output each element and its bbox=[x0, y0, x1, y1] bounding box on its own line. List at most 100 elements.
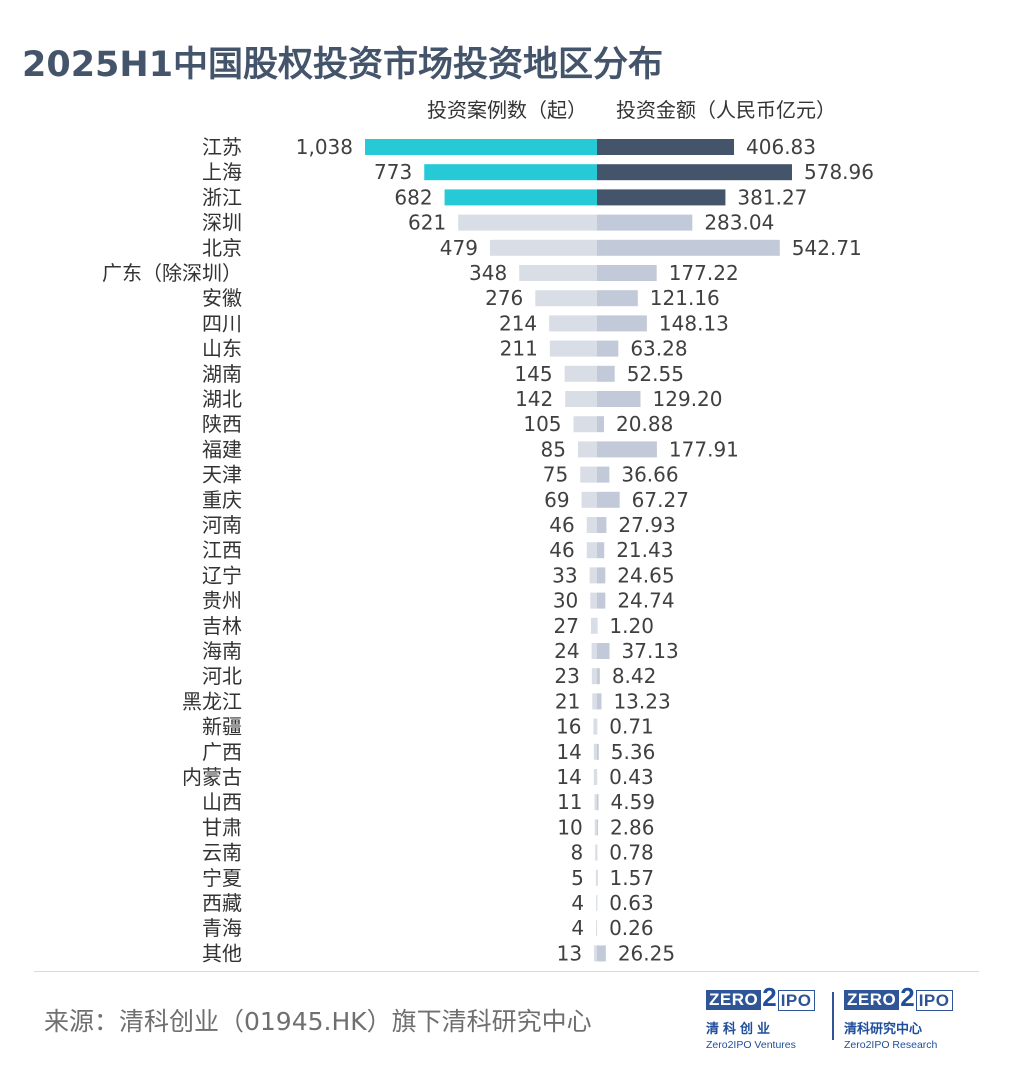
data-label-amount: 21.43 bbox=[616, 538, 673, 562]
data-label-amount: 0.63 bbox=[609, 891, 654, 915]
bar-amount bbox=[597, 567, 606, 584]
data-label-amount: 13.23 bbox=[613, 689, 670, 713]
bar-cases bbox=[580, 466, 597, 483]
category-label: 陕西 bbox=[202, 412, 242, 436]
category-label: 西藏 bbox=[202, 891, 242, 915]
data-label-amount: 36.66 bbox=[621, 463, 678, 487]
data-label-cases: 24 bbox=[554, 639, 579, 663]
bar-cases bbox=[458, 214, 597, 231]
bar-amount bbox=[597, 416, 605, 433]
data-label-amount: 542.71 bbox=[792, 236, 862, 260]
category-label: 上海 bbox=[202, 160, 242, 184]
bar-amount bbox=[597, 214, 693, 231]
category-label: 湖北 bbox=[202, 387, 242, 411]
series-header-cases: 投资案例数（起） bbox=[427, 98, 587, 122]
logo-english-name: Zero2IPO Ventures bbox=[706, 1039, 796, 1051]
data-label-amount: 0.26 bbox=[609, 916, 654, 940]
category-label: 四川 bbox=[202, 311, 242, 335]
bar-amount bbox=[597, 365, 615, 382]
category-label: 江苏 bbox=[202, 135, 242, 159]
data-label-amount: 1.57 bbox=[610, 866, 655, 890]
data-label-amount: 24.65 bbox=[617, 563, 674, 587]
bar-amount bbox=[597, 139, 735, 155]
bar-amount bbox=[597, 491, 620, 508]
data-label-cases: 276 bbox=[485, 286, 523, 310]
bar-cases bbox=[593, 718, 597, 735]
data-label-cases: 214 bbox=[499, 311, 537, 335]
bar-amount bbox=[597, 819, 598, 836]
bar-cases bbox=[519, 265, 597, 281]
data-label-cases: 479 bbox=[440, 236, 478, 260]
data-label-cases: 75 bbox=[543, 463, 568, 487]
bar-cases bbox=[564, 365, 597, 382]
bar-cases bbox=[586, 517, 597, 533]
bar-cases bbox=[590, 617, 597, 634]
bar-amount bbox=[597, 315, 647, 332]
bar-amount bbox=[597, 265, 657, 281]
bar-amount bbox=[597, 391, 641, 407]
bar-amount bbox=[597, 517, 607, 533]
category-label: 福建 bbox=[202, 437, 242, 461]
data-label-cases: 142 bbox=[515, 387, 553, 411]
data-label-amount: 148.13 bbox=[659, 311, 729, 335]
chart-title: 2025H1中国股权投资市场投资地区分布 bbox=[22, 45, 664, 85]
logo-two-mark: 2 bbox=[762, 982, 777, 1012]
bar-cases bbox=[586, 542, 597, 559]
logo-ipo-text: IPO bbox=[915, 989, 953, 1011]
zero2ipo-ventures-logo: ZERO 2 IPO 清科创业 Zero2IPO Ventures bbox=[706, 982, 826, 1051]
data-label-cases: 621 bbox=[408, 211, 446, 235]
data-label-cases: 85 bbox=[541, 437, 566, 461]
data-label-amount: 27.93 bbox=[618, 513, 675, 537]
data-label-amount: 578.96 bbox=[804, 160, 874, 184]
data-label-amount: 37.13 bbox=[622, 639, 679, 663]
data-label-cases: 11 bbox=[557, 790, 582, 814]
data-label-amount: 0.43 bbox=[609, 765, 654, 789]
category-label: 山东 bbox=[202, 337, 242, 361]
data-label-cases: 1,038 bbox=[296, 135, 353, 159]
data-label-cases: 23 bbox=[554, 664, 579, 688]
data-label-cases: 33 bbox=[552, 563, 577, 587]
bar-amount bbox=[597, 592, 606, 609]
data-label-amount: 177.22 bbox=[669, 261, 739, 285]
category-label: 甘肃 bbox=[202, 815, 242, 839]
category-label: 吉林 bbox=[202, 614, 242, 638]
data-label-cases: 27 bbox=[554, 614, 579, 638]
series-header-amount: 投资金额（人民币亿元） bbox=[616, 98, 836, 122]
data-label-amount: 63.28 bbox=[630, 337, 687, 361]
bar-cases bbox=[594, 819, 597, 836]
category-label: 辽宁 bbox=[202, 563, 242, 587]
footer-divider bbox=[34, 971, 979, 972]
data-label-cases: 4 bbox=[571, 916, 584, 940]
data-label-cases: 773 bbox=[374, 160, 412, 184]
category-label: 天津 bbox=[202, 463, 242, 487]
category-label: 海南 bbox=[202, 639, 242, 663]
bar-amount bbox=[597, 441, 657, 458]
data-label-amount: 283.04 bbox=[704, 211, 774, 235]
bar-amount bbox=[597, 794, 599, 811]
data-label-cases: 8 bbox=[570, 841, 583, 865]
data-label-amount: 406.83 bbox=[746, 135, 816, 159]
logo-chinese-name: 清科创业 bbox=[706, 1022, 775, 1037]
category-label: 新疆 bbox=[202, 715, 242, 739]
bar-cases bbox=[593, 769, 597, 785]
data-label-cases: 16 bbox=[556, 715, 581, 739]
source-note: 来源：清科创业（01945.HK）旗下清科研究中心 bbox=[44, 1007, 592, 1036]
bar-amount bbox=[597, 466, 610, 483]
bar-amount bbox=[597, 189, 726, 206]
data-label-amount: 381.27 bbox=[737, 185, 807, 209]
data-label-amount: 129.20 bbox=[653, 387, 723, 411]
data-label-cases: 145 bbox=[514, 362, 552, 386]
category-label: 宁夏 bbox=[202, 866, 242, 890]
bar-amount bbox=[597, 869, 598, 886]
bar-amount bbox=[597, 668, 600, 685]
data-label-cases: 30 bbox=[553, 589, 578, 613]
bar-cases bbox=[591, 668, 597, 685]
diverging-bar-chart: 江苏 1,038 406.83 上海 773 578.96 浙江 682 381.27 深圳 621… bbox=[102, 135, 874, 965]
bar-cases bbox=[565, 391, 597, 407]
category-label: 云南 bbox=[202, 841, 242, 865]
bar-cases bbox=[365, 139, 597, 155]
bar-cases bbox=[596, 920, 597, 937]
category-label: 深圳 bbox=[202, 211, 242, 235]
bar-cases bbox=[578, 441, 597, 458]
category-label: 安徽 bbox=[202, 286, 242, 310]
